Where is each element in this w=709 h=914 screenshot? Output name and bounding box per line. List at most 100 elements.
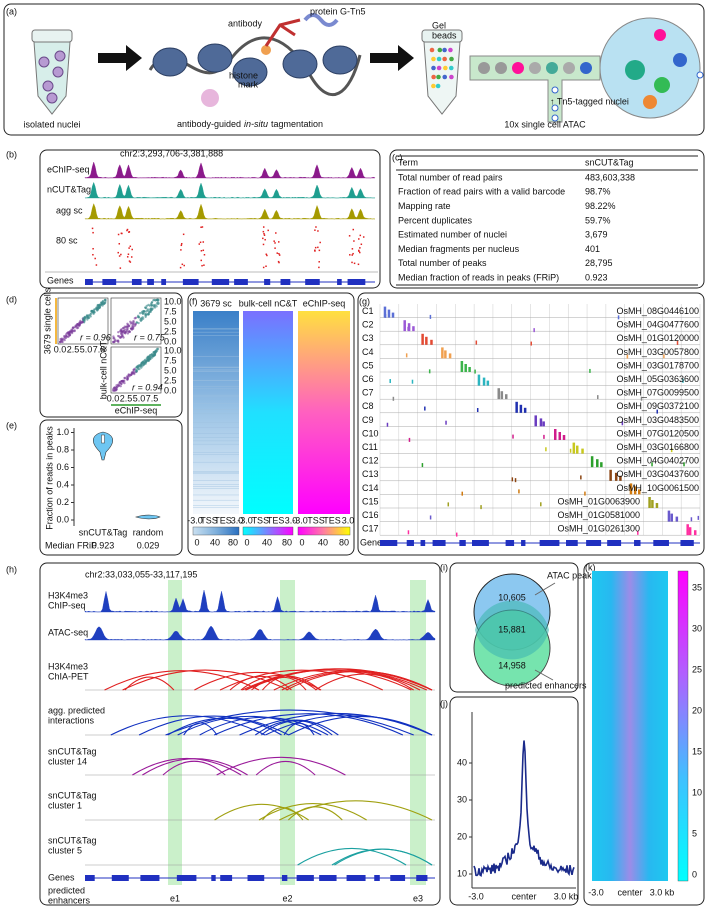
panel-i-frame	[449, 562, 579, 693]
peak	[572, 442, 576, 454]
panel-label: (b)	[6, 149, 17, 159]
interaction-arc	[216, 756, 346, 776]
set-label: ATAC peaks	[547, 570, 597, 580]
tick-label: 0.0	[164, 336, 177, 346]
tick-label: 0.0	[54, 344, 67, 354]
tick-label: 40	[457, 757, 467, 767]
gene	[653, 540, 669, 546]
sc-read	[179, 266, 182, 269]
heatmap-heading: eChIP-seq	[303, 298, 346, 308]
tick-label: TSS	[252, 515, 270, 525]
nucleosome	[152, 47, 188, 77]
interaction-arc	[110, 715, 266, 736]
sc-read	[180, 244, 183, 247]
tick-label: 40	[318, 537, 328, 547]
peak	[514, 478, 517, 483]
sc-read	[183, 264, 185, 267]
nucleus-small	[551, 86, 559, 94]
tick-label: TSS	[200, 515, 218, 525]
arrow	[98, 45, 142, 71]
peak	[575, 445, 579, 454]
track-label: snCUT&Tag	[48, 835, 97, 845]
scatter-point	[123, 376, 126, 380]
box	[101, 434, 105, 444]
annotation: beads	[432, 30, 457, 40]
enhancer-band	[168, 580, 182, 885]
tick-label: 40	[210, 537, 220, 547]
tick-label: 5.0	[80, 344, 93, 354]
peak	[640, 396, 643, 401]
scatter-point	[121, 379, 124, 383]
peak	[391, 312, 395, 318]
sc-read	[351, 261, 353, 264]
gene	[176, 875, 197, 881]
tick-label: 5	[692, 828, 697, 838]
peak	[441, 347, 444, 359]
gene	[459, 540, 466, 546]
sc-read	[127, 253, 130, 255]
bead-dot	[442, 47, 447, 53]
scatter-point	[119, 329, 122, 333]
sc-read	[359, 251, 361, 254]
table-cell: 483,603,338	[585, 172, 635, 182]
interaction-arc	[213, 713, 404, 736]
peak	[403, 326, 406, 331]
nucleosome	[197, 43, 233, 73]
scatter-point	[128, 330, 131, 333]
sc-read	[202, 249, 205, 252]
gene-name: OsMH_03G0166800	[616, 442, 699, 452]
interaction-arc	[124, 676, 175, 691]
track-label: cluster 14	[48, 756, 87, 766]
region-label: chr2:3,293,706-3,381,888	[120, 148, 223, 158]
antibody	[264, 18, 301, 47]
peak	[428, 369, 431, 374]
sc-read	[264, 238, 266, 241]
interaction-arc	[262, 676, 307, 691]
tick-label: 30	[692, 623, 702, 633]
nucleus-small	[551, 104, 559, 112]
gene	[539, 540, 560, 546]
sc-read	[278, 241, 280, 243]
gene	[102, 279, 117, 285]
peak	[633, 486, 637, 495]
tick-label: 20	[457, 831, 467, 841]
gene	[607, 540, 622, 546]
scatter-point	[152, 351, 156, 354]
peak	[476, 408, 479, 413]
interaction-arc	[287, 806, 343, 821]
gene	[566, 540, 578, 546]
signal-track	[84, 181, 376, 199]
sc-read	[131, 248, 133, 251]
bead-dot	[431, 83, 436, 89]
sc-read	[274, 247, 276, 249]
panel-k-frame	[583, 562, 705, 906]
interaction-arc	[132, 757, 242, 776]
panel-b-frame	[39, 149, 381, 289]
scatter-point	[144, 313, 148, 316]
scatter-point	[146, 356, 150, 359]
bead-dot	[431, 56, 436, 62]
scatter-point	[117, 330, 120, 334]
median-label: Median FRiP	[45, 540, 97, 550]
panel-label: (d)	[6, 294, 17, 304]
signal-track	[84, 203, 376, 220]
peak	[468, 367, 471, 372]
interaction-arc	[281, 671, 421, 691]
scatter-point	[121, 326, 125, 330]
track-label: predicted	[48, 885, 85, 895]
panel-label: (e)	[6, 420, 17, 430]
sc-read	[278, 254, 281, 256]
signal-track	[84, 625, 436, 641]
peak	[621, 421, 624, 426]
gene	[220, 875, 233, 881]
peak	[403, 320, 406, 332]
panel-label: (f)	[189, 296, 198, 306]
tick-label: center	[511, 891, 536, 901]
gene-name: OsMH_01G0063900	[557, 496, 640, 506]
bead	[529, 62, 541, 74]
tick-label: -3.0	[588, 887, 604, 897]
scatter-point	[145, 310, 148, 313]
scatter-point	[155, 349, 159, 353]
peak	[523, 407, 527, 413]
tick-label: -3.0	[187, 515, 203, 525]
